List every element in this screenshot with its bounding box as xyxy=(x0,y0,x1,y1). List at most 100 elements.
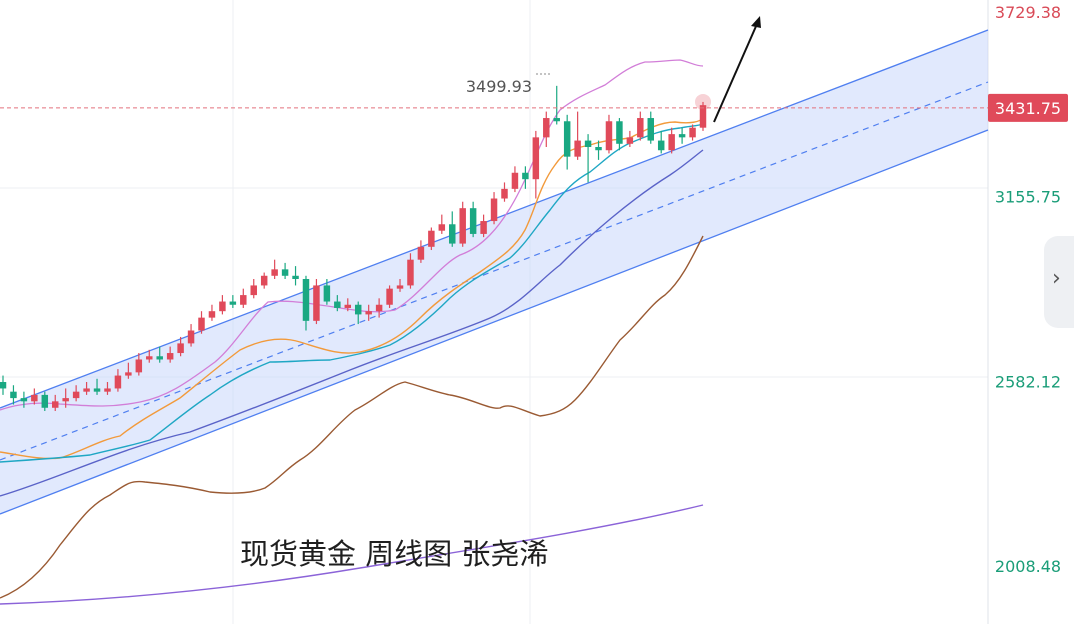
candle xyxy=(302,275,310,331)
candle xyxy=(292,266,299,286)
candle xyxy=(678,127,686,144)
ma-navy-line xyxy=(0,149,704,497)
candle xyxy=(114,369,122,392)
candle xyxy=(135,353,143,376)
ma-orange-line xyxy=(0,117,704,460)
candle-body xyxy=(616,121,623,144)
candle xyxy=(229,295,237,308)
candle xyxy=(626,130,634,148)
candle-body xyxy=(407,259,414,286)
candle xyxy=(584,134,592,183)
candle xyxy=(543,111,550,148)
candle xyxy=(522,166,529,189)
candle-body xyxy=(417,246,425,260)
candle xyxy=(501,182,508,202)
candle xyxy=(72,385,80,402)
candle-body xyxy=(375,304,383,312)
candle-body xyxy=(668,134,675,151)
ma-brown-line xyxy=(0,235,704,599)
candle xyxy=(198,311,205,334)
candle xyxy=(93,378,101,395)
candle xyxy=(574,111,581,160)
candle-body xyxy=(678,134,686,138)
candle xyxy=(375,298,383,318)
chart-title: 现货黄金 周线图 张尧浠 xyxy=(240,537,548,571)
high-price-annotation: 3499.93 xyxy=(466,77,532,96)
last-candle-highlight xyxy=(695,93,711,110)
candle xyxy=(52,394,59,411)
candle-body xyxy=(553,118,560,122)
candle-body xyxy=(125,372,132,376)
candle xyxy=(428,227,435,251)
candle xyxy=(417,240,425,263)
candle xyxy=(637,111,644,141)
ma-teal-line xyxy=(0,123,704,463)
candle-body xyxy=(166,353,174,360)
candle xyxy=(187,324,195,347)
candle-body xyxy=(469,208,477,234)
candle xyxy=(31,388,38,405)
collapse-panel-button[interactable]: › xyxy=(1044,236,1074,328)
candle-body xyxy=(323,285,331,302)
candle xyxy=(20,391,28,408)
candle-body xyxy=(354,304,362,315)
candle-body xyxy=(637,118,644,138)
candle xyxy=(668,127,675,154)
candle xyxy=(166,346,174,363)
candle-body xyxy=(344,304,352,308)
candle xyxy=(459,201,466,247)
current-price-badge: 3431.75 xyxy=(988,93,1068,122)
candle xyxy=(407,253,414,289)
candle-body xyxy=(302,278,310,321)
candle xyxy=(177,336,184,357)
candle-body xyxy=(83,388,90,392)
candle-body xyxy=(62,398,69,402)
candle-body xyxy=(365,311,372,315)
candle-body xyxy=(114,375,122,389)
candle xyxy=(616,118,623,151)
candle xyxy=(689,124,696,141)
candle-body xyxy=(428,230,435,247)
candle xyxy=(438,214,446,234)
candle-body xyxy=(647,118,654,141)
candle xyxy=(250,278,257,299)
candle xyxy=(605,114,613,154)
candle-body xyxy=(532,137,540,180)
candle-body xyxy=(563,121,571,157)
candle xyxy=(469,201,477,238)
candle-body xyxy=(146,356,153,360)
candle xyxy=(281,262,289,279)
candle-body xyxy=(574,140,581,157)
candle-body xyxy=(490,198,498,222)
candle-body xyxy=(689,127,696,138)
y-tick-label: 2582.12 xyxy=(995,372,1061,391)
candle-body xyxy=(31,394,38,402)
candle xyxy=(334,295,341,312)
candle-body xyxy=(386,288,393,305)
candle xyxy=(41,391,49,411)
candlestick-series xyxy=(0,85,711,411)
candle-body xyxy=(480,221,487,234)
candle-body xyxy=(281,269,289,276)
candle xyxy=(219,295,226,315)
candle-body xyxy=(605,121,613,151)
candle xyxy=(490,192,498,225)
candle-body xyxy=(260,275,268,286)
y-tick-label: 2008.48 xyxy=(995,557,1061,576)
candle-body xyxy=(198,317,205,331)
y-tick-label: 3155.75 xyxy=(995,188,1061,207)
ma-purple-line xyxy=(0,504,704,605)
candle-body xyxy=(229,301,237,305)
candle-body xyxy=(626,137,634,144)
candle xyxy=(365,304,372,321)
candle xyxy=(313,278,320,325)
candle-body xyxy=(271,269,278,276)
candle-body xyxy=(177,343,184,354)
candle-body xyxy=(657,140,665,151)
candle-body xyxy=(41,394,49,408)
y-tick-label: 3729.38 xyxy=(995,3,1061,22)
candle-body xyxy=(334,301,341,308)
candle xyxy=(208,304,216,321)
